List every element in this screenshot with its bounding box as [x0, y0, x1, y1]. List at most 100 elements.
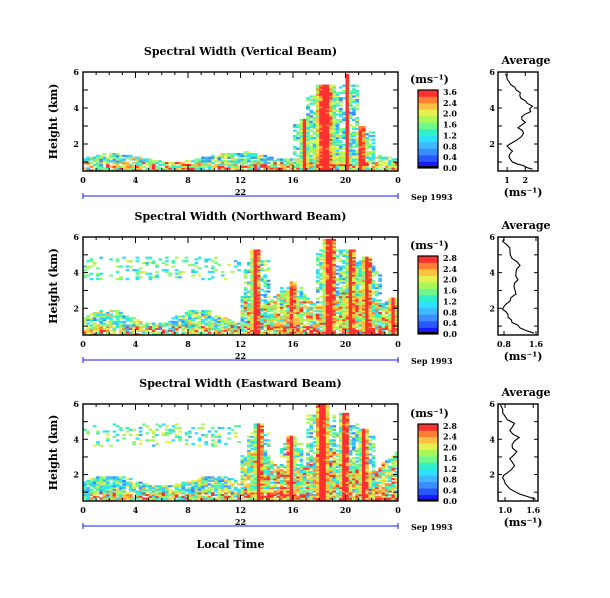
heatmap-cell: [358, 151, 363, 154]
heatmap-cell: [204, 315, 209, 318]
heatmap-cell: [293, 460, 297, 463]
heatmap-cell: [253, 315, 258, 318]
heatmap-cell: [266, 313, 271, 316]
heatmap-cell: [210, 158, 215, 161]
heatmap-cell: [319, 317, 323, 320]
heatmap-cell: [325, 165, 330, 168]
heatmap-cell: [371, 162, 376, 165]
heatmap-cell: [338, 127, 343, 130]
heatmap-cell: [145, 485, 150, 488]
heatmap-cell: [99, 163, 104, 166]
heatmap-cell: [355, 122, 360, 125]
heatmap-cell: [145, 493, 150, 497]
heatmap-cell: [125, 331, 130, 334]
heatmap-cell: [99, 156, 104, 159]
heatmap-cell: [174, 483, 179, 486]
heatmap-cell: [138, 276, 143, 279]
heatmap-cell: [358, 317, 363, 320]
heatmap-cell: [96, 165, 100, 168]
heatmap-cell: [83, 428, 87, 431]
heatmap-cell: [240, 320, 245, 323]
heatmap-cell: [306, 472, 310, 475]
heatmap-cell: [345, 120, 350, 123]
heatmap-cell: [214, 479, 218, 482]
heatmap-cell: [168, 162, 172, 165]
heatmap-cell: [276, 481, 281, 484]
y-tick-label: 4: [73, 103, 79, 113]
heatmap-cell: [105, 331, 110, 334]
heatmap-cell: [289, 294, 294, 297]
heatmap-cell: [207, 483, 212, 486]
heatmap-cell: [335, 131, 340, 134]
heatmap-cell: [270, 460, 274, 463]
heatmap-cell: [102, 483, 107, 486]
heatmap-cell: [253, 471, 258, 474]
heatmap-cell: [371, 308, 376, 311]
heatmap-cell: [345, 79, 350, 82]
heatmap-cell: [368, 322, 373, 325]
heatmap-cell: [368, 156, 373, 159]
heatmap-cell: [289, 455, 294, 458]
heatmap-cell: [348, 95, 353, 98]
heatmap-cell: [289, 481, 294, 484]
heatmap-cell: [96, 272, 100, 275]
heatmap-cell: [352, 149, 356, 152]
heatmap-cell: [256, 453, 261, 456]
heatmap-cell: [322, 115, 327, 118]
heatmap-cell: [322, 160, 327, 163]
heatmap-cell: [302, 138, 307, 141]
heatmap-cell: [256, 472, 261, 475]
heatmap-cell: [125, 169, 130, 172]
heatmap-cell: [335, 118, 340, 121]
heatmap-cell: [227, 485, 232, 488]
heatmap-cell: [368, 256, 373, 259]
heatmap-cell: [348, 265, 353, 268]
heatmap-cell: [286, 497, 291, 500]
heatmap-cell: [309, 455, 314, 458]
heatmap-cell: [138, 162, 143, 165]
heatmap-cell: [289, 304, 294, 307]
heatmap-cell: [293, 492, 297, 495]
heatmap-cell: [335, 144, 340, 147]
heatmap-cell: [302, 472, 307, 475]
heatmap-cell: [375, 162, 379, 165]
heatmap-cell: [253, 458, 258, 461]
heatmap-cell: [296, 297, 300, 300]
heatmap-cell: [158, 163, 163, 166]
heatmap-cell: [289, 448, 294, 451]
heatmap-cell: [384, 322, 389, 325]
heatmap-cell: [109, 478, 113, 481]
heatmap-cell: [338, 144, 343, 147]
heatmap-cell: [289, 313, 294, 316]
heatmap-cell: [375, 308, 379, 311]
heatmap-cell: [191, 329, 195, 332]
heatmap-cell: [256, 311, 261, 315]
heatmap-cell: [325, 315, 330, 318]
heatmap-cell: [224, 318, 228, 322]
heatmap-cell: [197, 320, 202, 323]
heatmap-cell: [299, 308, 304, 311]
heatmap-cell: [263, 472, 268, 475]
heatmap-cell: [138, 488, 143, 491]
heatmap-cell: [365, 297, 369, 300]
heatmap-cell: [171, 260, 176, 263]
heatmap-cell: [194, 432, 199, 435]
heatmap-cell: [171, 162, 176, 165]
heatmap-cell: [145, 160, 150, 163]
heatmap-cell: [371, 163, 376, 166]
heatmap-cell: [332, 95, 337, 98]
heatmap-cell: [204, 327, 209, 331]
heatmap-cell: [388, 156, 392, 159]
colorbar-label: 3.6: [443, 87, 457, 97]
heatmap-cell: [247, 306, 251, 309]
heatmap-cell: [279, 295, 284, 298]
heatmap-cell: [355, 104, 360, 107]
heatmap-cell: [329, 302, 333, 306]
heatmap-cell: [194, 167, 199, 170]
heatmap-cell: [115, 317, 120, 320]
heatmap-cell: [270, 158, 274, 161]
heatmap-cell: [325, 263, 330, 266]
heatmap-cell: [279, 493, 284, 497]
heatmap-cell: [332, 299, 337, 302]
heatmap-cell: [240, 326, 245, 329]
